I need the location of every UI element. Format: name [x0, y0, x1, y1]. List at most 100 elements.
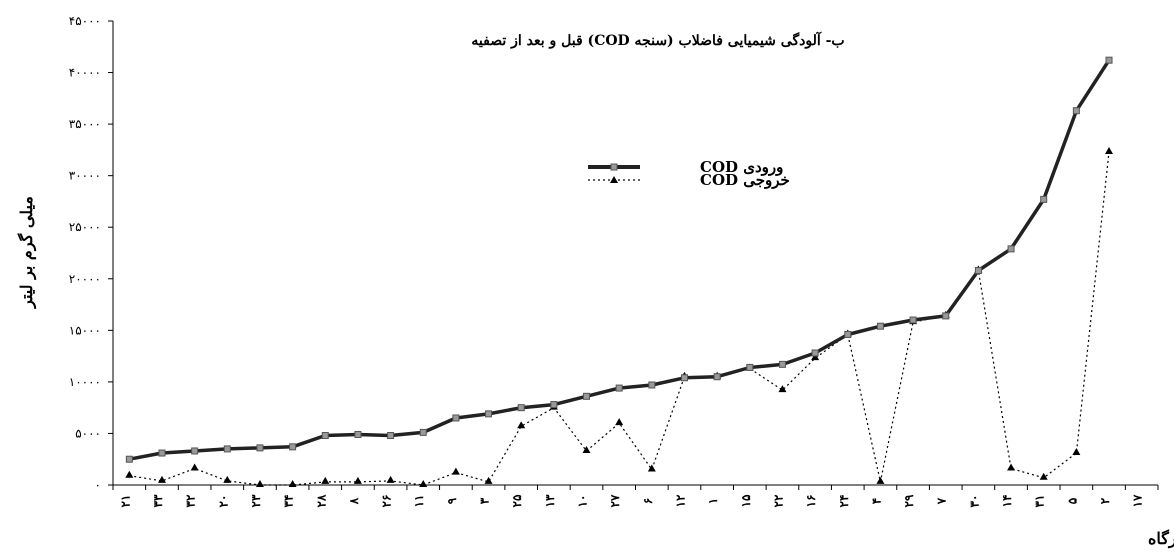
data-point-inlet [1040, 195, 1048, 203]
data-point-inlet [485, 410, 493, 418]
data-point-inlet [1007, 245, 1015, 253]
x-tick-label: ۷ [935, 497, 949, 505]
data-point-outlet [517, 421, 526, 429]
y-tick-label: ۴۵۰۰۰ [69, 14, 101, 28]
y-tick-label: ۱۰۰۰۰ [69, 375, 101, 389]
x-tick-label: ۲۰ [216, 495, 230, 508]
y-tick-label: ۲۵۰۰۰ [69, 220, 101, 234]
data-point-outlet [811, 353, 820, 361]
data-point-inlet [452, 414, 460, 422]
data-point-outlet [876, 476, 885, 484]
data-point-outlet [1105, 146, 1114, 154]
data-point-inlet [223, 445, 231, 453]
data-point-outlet [386, 475, 395, 483]
x-tick-label: ۲۶ [380, 495, 394, 508]
data-point-outlet [1072, 448, 1081, 456]
data-point-inlet [419, 428, 427, 436]
x-tick-label: ۲۷ [608, 494, 622, 507]
data-point-outlet [1039, 472, 1048, 480]
x-tick-label: ۳۰ [967, 495, 981, 508]
data-point-outlet [190, 463, 199, 471]
data-point-inlet [844, 330, 852, 338]
data-point-outlet [125, 470, 134, 478]
data-point-inlet [354, 430, 362, 438]
y-tick-label: ۲۰۰۰۰ [69, 272, 101, 286]
data-point-inlet [909, 316, 917, 324]
data-point-inlet [942, 312, 950, 320]
chart-title: ب- آلودگی شیمیایی فاضلاب (سنجه COD) قبل … [471, 31, 844, 49]
x-tick-label: ۲۲ [771, 494, 785, 507]
data-point-inlet [191, 447, 199, 455]
data-point-outlet [778, 385, 787, 393]
data-point-outlet [223, 475, 232, 483]
data-point-inlet [583, 392, 591, 400]
x-tick-label: ۹ [445, 497, 459, 504]
data-point-inlet [713, 373, 721, 381]
data-point-outlet [615, 418, 624, 426]
data-point-inlet [648, 381, 656, 389]
data-point-inlet [974, 267, 982, 275]
data-point-inlet [256, 444, 264, 452]
legend-inlet-marker [610, 163, 618, 171]
legend-inlet-label: ورودی COD [700, 158, 783, 176]
x-tick-label: ۲۱ [118, 495, 132, 508]
data-point-outlet [321, 476, 330, 484]
y-axis-ticks: ۰ ۵۰۰۰ ۱۰۰۰۰ ۱۵۰۰۰ ۲۰۰۰۰ ۲۵۰۰۰ ۳۰۰۰۰ ۳۵۰۰۰ ۴۰۰۰۰… [69, 14, 113, 492]
data-point-outlet [451, 467, 460, 475]
y-tick-label: ۳۰۰۰۰ [69, 169, 101, 183]
y-tick-label: ۴۰۰۰۰ [69, 66, 101, 80]
y-tick-label: ۵۰۰۰ [75, 426, 101, 440]
x-tick-label: ۳۱ [1033, 495, 1047, 508]
y-axis-label: میلی گرم بر لیتر [17, 196, 37, 309]
x-tick-label: ۲۹ [902, 494, 916, 507]
data-point-outlet [582, 445, 591, 453]
x-tick-label: ۳۳ [151, 494, 165, 507]
x-tick-label: ۲۴ [837, 495, 851, 508]
data-point-outlet [288, 480, 297, 487]
chart-axes [112, 21, 1158, 486]
data-point-outlet [353, 476, 362, 484]
data-point-inlet [680, 374, 688, 382]
data-point-outlet [484, 476, 493, 484]
x-axis-label: کد کشتارگاه [1148, 529, 1174, 549]
x-tick-label: ۳ [478, 497, 492, 504]
x-tick-label: ۱۶ [804, 495, 818, 508]
data-point-inlet [1105, 56, 1113, 64]
x-tick-label: ۱۷ [1131, 494, 1145, 507]
data-point-inlet [876, 322, 884, 330]
x-axis-ticks: ۲۱ ۳۳ ۳۲ ۲۰ ۲۳ ۳۴ ۲۸ ۸ ۲۶ ۱۱ ۹ ۳ ۲۵ ۱۳ ۱۰ ۲۷ ۶ ۱۲ ۱ ۱۵ ۲۲ ۱۶ ۲… [112, 485, 1159, 508]
x-tick-label: ۶ [641, 498, 655, 504]
x-tick-label: ۱۱ [412, 495, 426, 508]
x-tick-label: ۲۸ [314, 494, 328, 507]
legend-outlet-marker [610, 176, 618, 183]
data-point-outlet [647, 464, 656, 472]
y-tick-label: ۳۵۰۰۰ [69, 117, 101, 131]
x-tick-label: ۱۲ [673, 494, 687, 507]
x-tick-label: ۱۳ [543, 494, 557, 507]
x-tick-label: ۲ [1098, 497, 1112, 504]
data-point-outlet [1007, 463, 1016, 471]
data-point-inlet [1072, 107, 1080, 115]
x-tick-label: ۴ [869, 498, 883, 504]
series-line-outlet [129, 151, 1110, 486]
x-tick-label: ۱۴ [1000, 495, 1014, 508]
x-tick-label: ۳۴ [282, 495, 296, 508]
legend: ورودی COD خروجی COD [588, 158, 790, 189]
x-tick-label: ۸ [347, 497, 361, 505]
x-tick-label: ۵ [1065, 497, 1079, 504]
series-layer [125, 56, 1114, 487]
data-point-inlet [158, 449, 166, 457]
data-point-inlet [321, 432, 329, 440]
data-point-inlet [289, 443, 297, 451]
data-point-inlet [811, 349, 819, 357]
data-point-inlet [387, 432, 395, 440]
y-tick-label: ۰ [95, 478, 101, 492]
legend-outlet-label: خروجی COD [700, 171, 790, 189]
data-point-inlet [517, 404, 525, 412]
x-tick-label: ۲۳ [249, 494, 263, 507]
data-point-outlet [419, 480, 428, 487]
x-tick-label: ۱۰ [576, 495, 590, 508]
x-tick-label: ۳۲ [184, 494, 198, 507]
x-tick-label: ۲۵ [510, 494, 524, 507]
